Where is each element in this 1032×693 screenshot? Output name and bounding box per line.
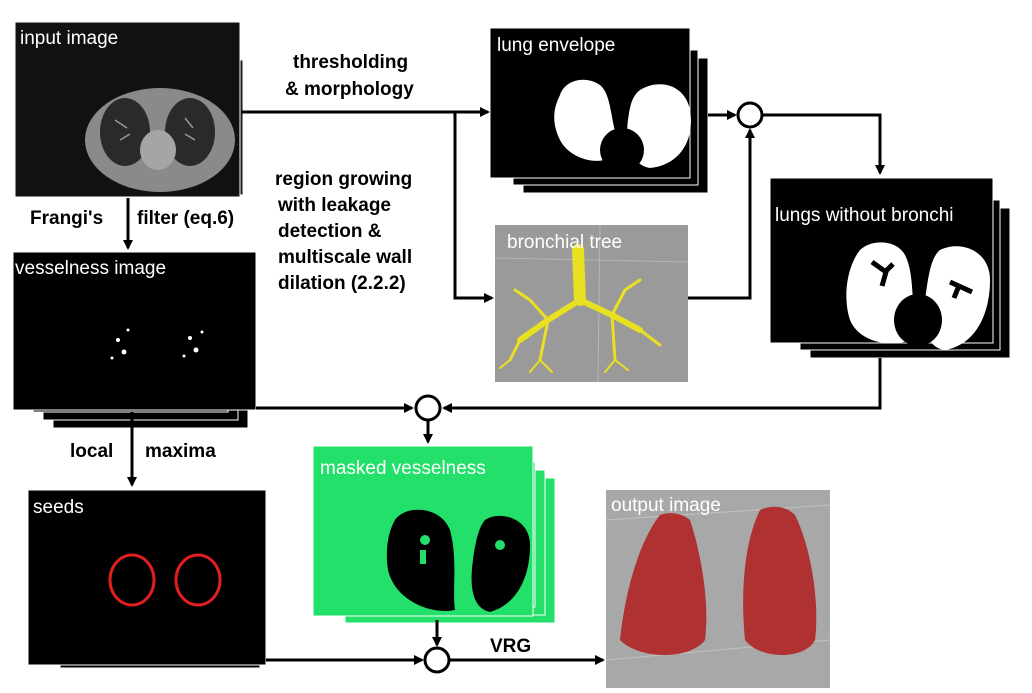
junction-vrg (423, 646, 451, 674)
edge-label-morphology: & morphology (285, 79, 414, 100)
masked-right-lung (471, 515, 530, 612)
edge-label-maxima: maxima (145, 441, 216, 462)
bronchial-tree-panel: bronchial tree (494, 224, 689, 383)
lung-envelope-stack: lung envelope (489, 27, 709, 194)
arrow-lwb-to-junction (442, 358, 882, 413)
edge-label-filter: filter (eq.6) (137, 208, 234, 229)
arrow-bronchi-to-junction (688, 128, 755, 300)
output-image-label: output image (611, 495, 721, 516)
junction-lungs (736, 101, 764, 129)
bronchial-tree-graphic (499, 244, 662, 373)
edge-label-region-3: detection & (278, 221, 382, 242)
vesselness-image-label: vesselness image (15, 258, 166, 279)
seeds-label: seeds (33, 497, 84, 518)
masked-vesselness-stack: masked vesselness (312, 445, 556, 624)
seeds-stack: seeds (27, 489, 267, 669)
arrow-to-bronchial-tree (453, 112, 494, 303)
vesselness-image-stack: vesselness image (12, 251, 257, 429)
edge-label-frangi: Frangi's (30, 208, 103, 229)
output-image-panel: output image (605, 490, 831, 688)
edge-label-region-2: with leakage (277, 195, 391, 216)
arrow-junction-to-lwb (762, 113, 885, 175)
edge-label-region-5: dilation (2.2.2) (278, 273, 406, 294)
edge-label-local: local (70, 441, 113, 462)
lungs-without-bronchi-stack: lungs without bronchi (769, 177, 1011, 359)
lung-envelope-label: lung envelope (497, 35, 615, 56)
edge-label-region-1: region growing (275, 169, 412, 190)
edge-label-region-4: multiscale wall (278, 247, 412, 268)
seed-circle-left (108, 553, 156, 607)
input-image-label: input image (20, 28, 118, 49)
bronchial-tree-label: bronchial tree (507, 232, 622, 253)
edge-label-thresholding: thresholding (293, 52, 408, 73)
input-image-stack: input image (14, 21, 244, 198)
lungs-without-bronchi-label: lungs without bronchi (775, 205, 954, 226)
seed-circle-right (174, 553, 222, 607)
edge-label-vrg: VRG (490, 636, 531, 657)
masked-vesselness-label: masked vesselness (320, 458, 486, 479)
vesselness-image-frame (12, 251, 257, 411)
seeds-frame (27, 489, 267, 666)
vesselness-specks (110, 328, 204, 360)
junction-mask (414, 394, 442, 422)
vessel-tree-graphic (620, 506, 817, 655)
